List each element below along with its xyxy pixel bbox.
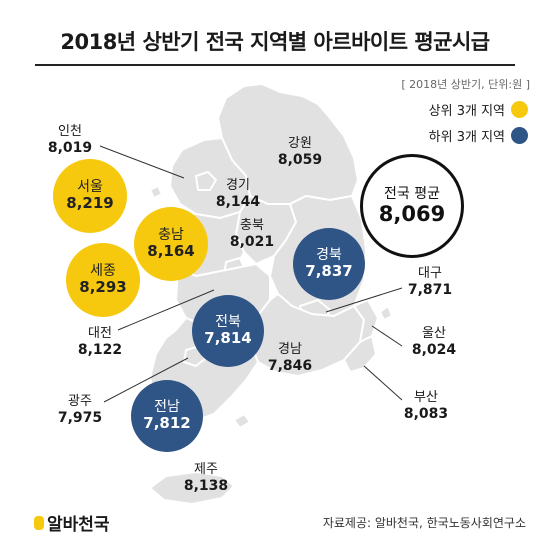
bubble-jeonnam: 전남 7,812 [131,380,203,452]
gyeongbuk-name: 경북 [316,247,342,264]
daegu-name: 대구 [418,266,442,281]
chungnam-value: 8,164 [147,242,195,261]
region-label-gyeongnam: 경남 7,846 [268,342,312,374]
unit-note: [ 2018년 상반기, 단위:원 ] [401,78,530,91]
map-island [379,305,393,321]
jeonbuk-name: 전북 [215,314,241,331]
legend-top3: 상위 3개 지역 [429,100,528,119]
legend-top3-swatch [511,101,528,118]
bubble-gyeongbuk: 경북 7,837 [293,228,365,300]
source-credit: 자료제공: 알바천국, 한국노동사회연구소 [322,516,526,530]
daegu-leader [325,287,403,313]
sejong-value: 8,293 [79,278,127,297]
gangwon-value: 8,059 [277,152,323,168]
jeonbuk-value: 7,814 [204,329,252,348]
daegu-value: 7,871 [407,282,453,298]
incheon-value: 8,019 [47,140,93,156]
ulsan-name: 울산 [422,326,446,341]
legend-top3-label: 상위 3개 지역 [428,104,505,119]
chungbuk-value: 8,021 [229,234,275,250]
gwangju-name: 광주 [68,394,92,409]
map-island [149,185,163,199]
gangwon-name: 강원 [288,136,312,151]
chungbuk-name: 충북 [240,218,264,233]
map-island [233,413,251,429]
region-label-ulsan: 울산 8,024 [412,326,456,358]
gwangju-leader [103,357,189,403]
gwangju-value: 7,975 [57,410,103,426]
ulsan-value: 8,024 [411,342,457,358]
region-label-daejeon: 대전 8,122 [78,326,122,358]
average-label: 전국 평균 [384,185,440,202]
title-divider [35,64,515,66]
busan-name: 부산 [414,390,438,405]
seoul-name: 서울 [77,179,103,196]
jeonnam-name: 전남 [154,399,180,416]
national-average-badge: 전국 평균 8,069 [360,154,464,258]
seoul-value: 8,219 [66,194,114,213]
bubble-chungnam: 충남 8,164 [134,207,208,281]
region-label-incheon: 인천 8,019 [48,124,92,156]
busan-leader [363,365,403,401]
busan-value: 8,083 [403,406,449,422]
daejeon-leader [117,289,215,331]
region-label-busan: 부산 8,083 [404,390,448,422]
region-label-chungbuk: 충북 8,021 [230,218,274,250]
legend-bottom3: 하위 3개 지역 [429,126,528,145]
region-label-gwangju: 광주 7,975 [58,394,102,426]
albacheonguk-logo: 알바천국 [34,510,110,535]
jeonnam-value: 7,812 [143,414,191,433]
legend-bottom3-swatch [511,127,528,144]
gyeongnam-name: 경남 [278,342,302,357]
legend-bottom3-label: 하위 3개 지역 [428,130,505,145]
average-value: 8,069 [378,201,446,226]
daejeon-name: 대전 [88,326,112,341]
bubble-seoul: 서울 8,219 [53,159,127,233]
page-title: 2018년 상반기 전국 지역별 아르바이트 평균시급 [60,30,490,54]
region-label-gangwon: 강원 8,059 [278,136,322,168]
daejeon-value: 8,122 [77,342,123,358]
logo-mark-icon [34,515,44,530]
bubble-sejong: 세종 8,293 [66,243,140,317]
logo-text: 알바천국 [47,515,110,535]
gyeonggi-name: 경기 [226,178,250,193]
region-label-gyeonggi: 경기 8,144 [216,178,260,210]
gyeongnam-value: 7,846 [267,358,313,374]
incheon-leader [99,145,185,179]
ulsan-leader [371,325,403,347]
region-label-daegu: 대구 7,871 [408,266,452,298]
jeju-name: 제주 [194,462,218,477]
gyeongbuk-value: 7,837 [305,262,353,281]
map-region-jeju [149,471,235,505]
incheon-name: 인천 [58,124,82,139]
map-region-seoul [195,171,217,191]
chungnam-name: 충남 [158,227,184,244]
jeju-value: 8,138 [183,478,229,494]
map-region-busan [343,335,377,373]
region-label-jeju: 제주 8,138 [184,462,228,494]
bubble-jeonbuk: 전북 7,814 [192,295,264,367]
gyeonggi-value: 8,144 [215,194,261,210]
sejong-name: 세종 [90,263,116,280]
